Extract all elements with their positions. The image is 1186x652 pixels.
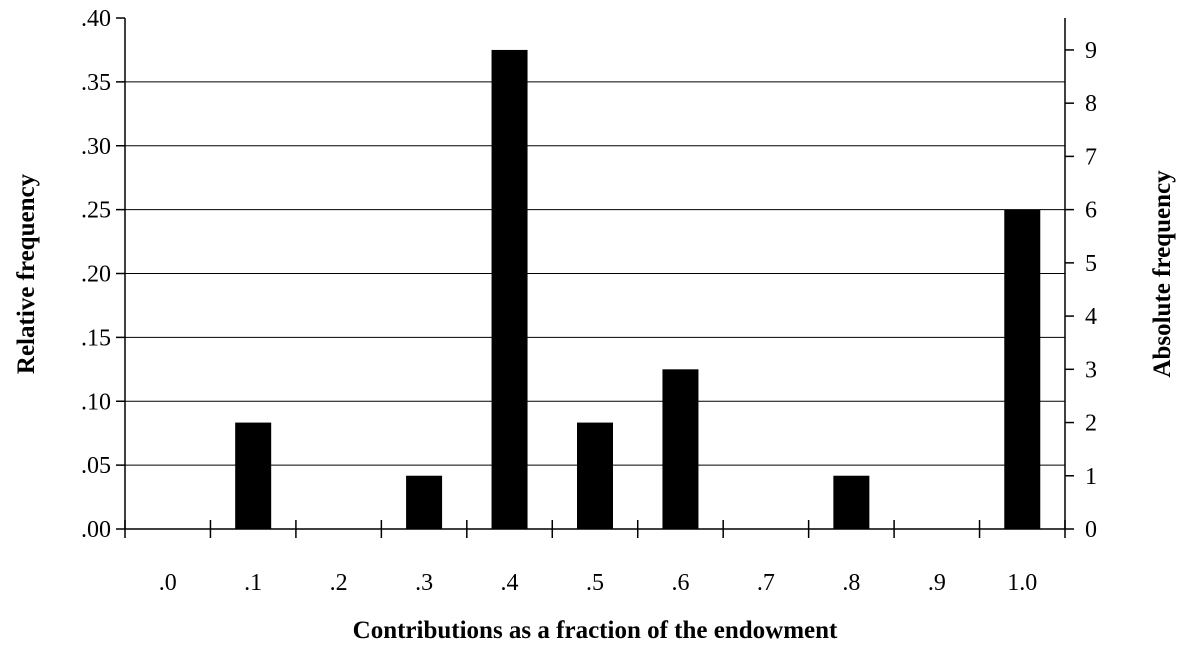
y-axis-title-right: Absolute frequency bbox=[1149, 170, 1176, 378]
x-tick-label: .6 bbox=[671, 570, 689, 596]
x-tick-label: .3 bbox=[415, 570, 433, 596]
left-y-ticks: .00 .05 .10 .15 .20 .25 .30 .35 .40 bbox=[81, 6, 125, 543]
x-tick-label: .1 bbox=[244, 570, 262, 596]
y-tick-label: .20 bbox=[81, 262, 111, 288]
y-right-tick-label: 9 bbox=[1085, 38, 1097, 64]
y-tick-label: .30 bbox=[81, 134, 111, 160]
x-tick-label: .4 bbox=[501, 570, 519, 596]
bar bbox=[662, 369, 699, 529]
y-right-tick-label: 6 bbox=[1085, 198, 1097, 224]
x-ticks: .0 .1 .2 .3 .4 .5 .6 .7 .8 .9 1.0 bbox=[124, 520, 1066, 596]
y-right-tick-label: 7 bbox=[1085, 144, 1097, 170]
bar bbox=[491, 49, 528, 529]
y-right-tick-label: 8 bbox=[1085, 91, 1097, 117]
y-tick-label: .05 bbox=[81, 453, 111, 479]
x-tick-label: .9 bbox=[928, 570, 946, 596]
y-tick-label: .00 bbox=[81, 517, 111, 543]
x-tick-label: .2 bbox=[330, 570, 348, 596]
bar bbox=[833, 475, 870, 529]
bars bbox=[235, 49, 1041, 529]
y-tick-label: .40 bbox=[81, 6, 111, 32]
x-tick-label: 1.0 bbox=[1007, 570, 1037, 596]
x-tick-label: .7 bbox=[757, 570, 775, 596]
gridlines bbox=[125, 81, 1065, 466]
bar bbox=[577, 422, 613, 529]
x-tick-label: .0 bbox=[159, 570, 177, 596]
y-tick-label: .15 bbox=[81, 325, 111, 351]
x-tick-label: .5 bbox=[586, 570, 604, 596]
y-right-tick-label: 3 bbox=[1085, 357, 1097, 383]
x-axis-title: Contributions as a fraction of the endow… bbox=[353, 617, 838, 644]
y-axis-title-left: Relative frequency bbox=[13, 173, 40, 374]
y-tick-label: .25 bbox=[81, 198, 111, 224]
bar bbox=[1004, 209, 1041, 529]
y-right-tick-label: 4 bbox=[1085, 304, 1097, 330]
y-tick-label: .10 bbox=[81, 389, 111, 415]
x-tick-label: .8 bbox=[842, 570, 860, 596]
y-tick-label: .35 bbox=[81, 70, 111, 96]
bar bbox=[406, 475, 443, 529]
right-y-ticks: 0 1 2 3 4 5 6 7 8 9 bbox=[1065, 38, 1097, 543]
bar bbox=[235, 422, 272, 529]
y-right-tick-label: 5 bbox=[1085, 251, 1097, 277]
y-right-tick-label: 2 bbox=[1085, 411, 1097, 437]
y-right-tick-label: 1 bbox=[1085, 464, 1097, 490]
y-right-tick-label: 0 bbox=[1085, 517, 1097, 543]
